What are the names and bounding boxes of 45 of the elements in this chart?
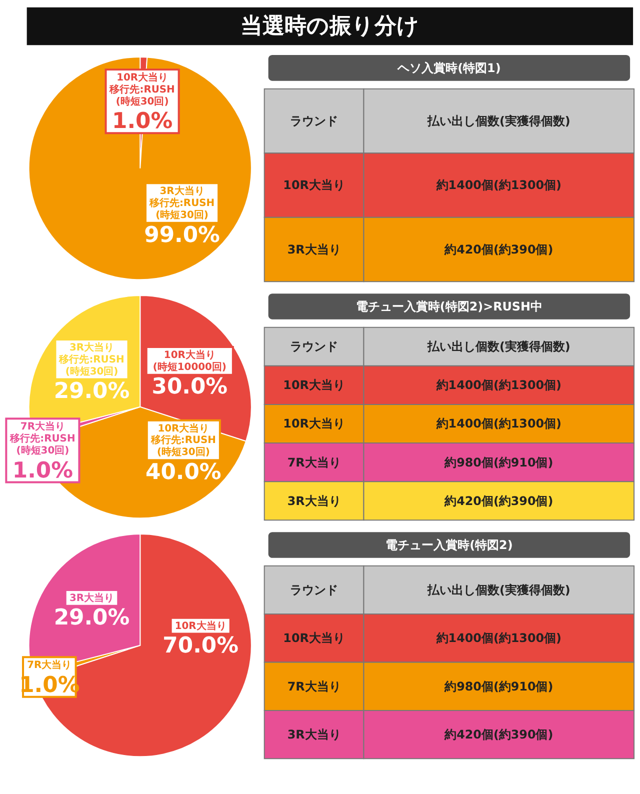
text: 7R大当り bbox=[287, 679, 341, 694]
data-label: 1.0% bbox=[12, 458, 74, 484]
text: 10R大当り bbox=[283, 631, 345, 646]
slice-label: 7R大当り bbox=[27, 659, 72, 672]
text: 約1400個(約1300個) bbox=[435, 631, 562, 646]
text: 約420個(約390個) bbox=[444, 242, 554, 256]
text: 払い出し個数(実獲得個数) bbox=[426, 340, 570, 354]
text: 電チュー入賞時(特図2) bbox=[386, 538, 513, 552]
text: 3R大当り bbox=[287, 494, 341, 508]
text: 当選時の振り分け bbox=[240, 14, 420, 40]
text: ヘソ入賞時(特図1) bbox=[396, 60, 501, 75]
text: 払い出し個数(実獲得個数) bbox=[426, 582, 570, 597]
text: 10R大当り bbox=[283, 178, 345, 192]
data-label: 99.0% bbox=[144, 222, 220, 248]
data-label: 29.0% bbox=[54, 379, 130, 404]
text: ラウンド bbox=[290, 114, 338, 128]
text: 約1400個(約1300個) bbox=[435, 378, 562, 392]
text: 約1400個(約1300個) bbox=[435, 416, 562, 431]
text: 電チュー入賞時(特図2)>RUSH中 bbox=[356, 299, 542, 314]
data-label: 40.0% bbox=[145, 460, 222, 485]
text: 3R大当り bbox=[287, 242, 341, 256]
slice-label: 10R大当り移行先:RUSH(時短30回) bbox=[150, 422, 216, 458]
text: 約1400個(約1300個) bbox=[435, 178, 562, 192]
text: 10R大当り bbox=[283, 416, 345, 431]
text: 約980個(約910個) bbox=[444, 455, 554, 470]
data-label: 70.0% bbox=[162, 634, 239, 659]
slice-label: 7R大当り移行先:RUSH(時短30回) bbox=[9, 420, 76, 456]
slice-label: 3R大当り bbox=[69, 592, 114, 604]
text: 10R大当り bbox=[283, 378, 345, 392]
slice-label: 10R大当り移行先:RUSH(時短30回) bbox=[108, 71, 175, 108]
slice-label: 3R大当り移行先:RUSH(時短30回) bbox=[148, 185, 215, 221]
text: 約980個(約910個) bbox=[444, 679, 554, 694]
data-label: 29.0% bbox=[54, 606, 130, 631]
text: ラウンド bbox=[290, 582, 338, 597]
slice-label: 10R大当り bbox=[174, 620, 226, 632]
text: 払い出し個数(実獲得個数) bbox=[426, 114, 570, 128]
text: 約420個(約390個) bbox=[444, 728, 554, 742]
text: 約420個(約390個) bbox=[444, 494, 554, 508]
data-label: 1.0% bbox=[112, 109, 173, 134]
slice-label: 10R大当り(時短10000回) bbox=[152, 348, 226, 373]
slice-label: 3R大当り移行先:RUSH(時短30回) bbox=[58, 341, 124, 378]
data-label: 30.0% bbox=[152, 374, 228, 400]
text: ラウンド bbox=[290, 340, 338, 354]
text: 7R大当り bbox=[287, 455, 341, 470]
text: 3R大当り bbox=[287, 728, 341, 742]
